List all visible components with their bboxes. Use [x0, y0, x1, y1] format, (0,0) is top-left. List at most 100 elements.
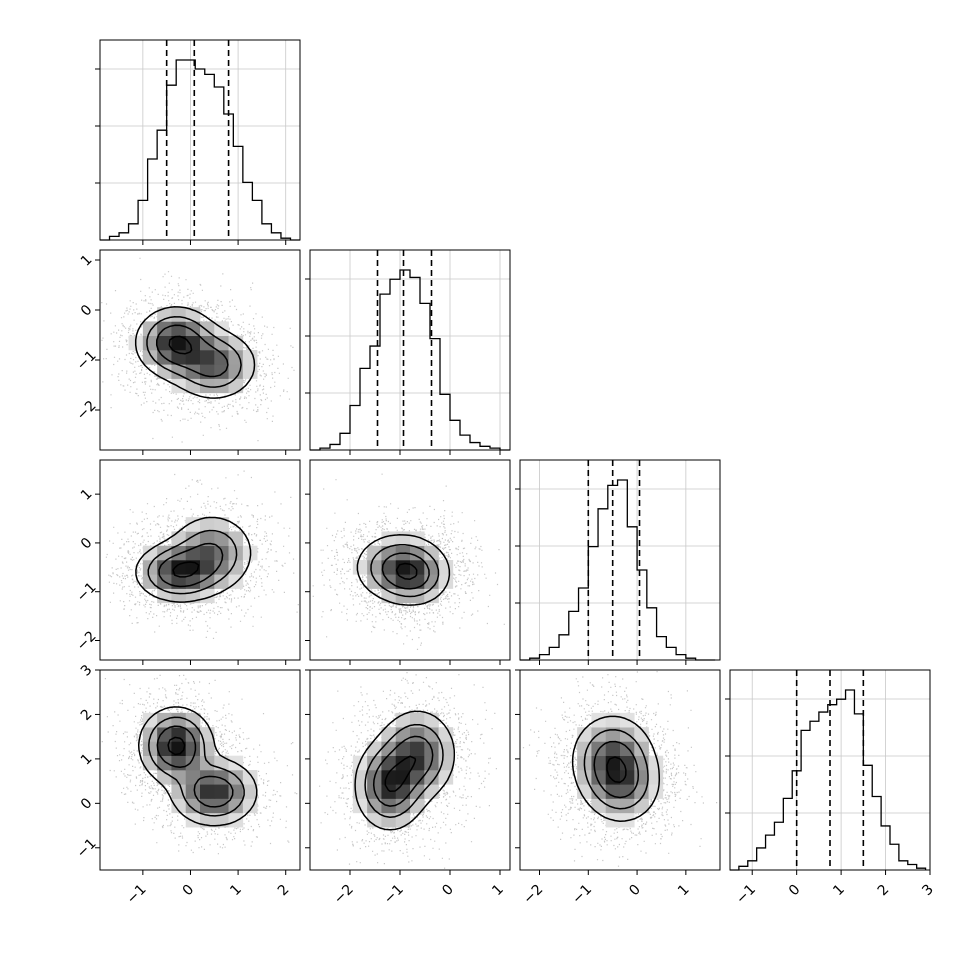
y-tick-label: 1 — [78, 751, 96, 769]
density-cell — [648, 755, 664, 771]
density-cell — [424, 784, 439, 799]
density-cell — [185, 812, 201, 828]
density-cell — [200, 784, 215, 799]
density-panel-2-0: −2 −1 0 1 — [74, 459, 301, 665]
x-tick-label: 0 — [626, 882, 644, 900]
y-tick-label: −2 — [74, 398, 100, 424]
density-cell — [171, 364, 187, 379]
contour-line — [384, 755, 417, 792]
density-cell — [591, 712, 607, 728]
density-cell — [200, 741, 215, 757]
density-cell — [424, 545, 439, 561]
x-tick-label: 1 — [830, 882, 848, 900]
density-panel-2-1 — [305, 459, 511, 665]
density-cell — [185, 770, 201, 785]
density-cell — [605, 798, 621, 814]
density-cell — [171, 321, 187, 337]
panel-frame — [99, 459, 301, 661]
density-cell — [171, 770, 187, 785]
x-tick-label: 2 — [275, 882, 293, 900]
density-cell — [200, 812, 215, 828]
density-cell — [185, 378, 201, 394]
density-cell — [620, 784, 635, 799]
histogram-panel-1 — [305, 249, 511, 455]
contour-line — [372, 735, 434, 807]
density-cell — [185, 364, 201, 379]
contour-line — [172, 561, 200, 578]
y-tick-label: −2 — [74, 628, 100, 654]
density-cell — [577, 770, 592, 785]
y-tick-label: 3 — [78, 662, 96, 680]
density-cell — [185, 712, 201, 728]
density-cell — [185, 784, 201, 799]
x-tick-label: −1 — [733, 882, 759, 908]
x-tick-label: −1 — [381, 882, 407, 908]
density-cell — [395, 812, 411, 828]
density-cell — [200, 560, 215, 575]
density-cell — [410, 574, 425, 589]
density-cell — [200, 531, 215, 547]
panel-frame — [519, 669, 721, 871]
density-cell — [620, 755, 635, 771]
contour-line — [364, 723, 444, 818]
density-cell — [171, 378, 187, 394]
density-cell — [577, 727, 592, 742]
panel-frame — [99, 669, 301, 871]
density-cell — [142, 727, 158, 742]
density-cell — [142, 755, 158, 771]
density-cell — [410, 560, 425, 575]
panel-frame — [99, 39, 301, 241]
contour-line — [156, 725, 234, 808]
panel-frame — [309, 249, 511, 451]
density-cell — [395, 574, 411, 589]
contour-line — [146, 316, 242, 388]
contour-line — [168, 335, 193, 355]
density-cell — [171, 545, 187, 561]
density-cell — [185, 741, 201, 757]
panel-frame — [309, 459, 511, 661]
density-cell — [424, 588, 439, 604]
density-cell — [214, 574, 229, 589]
density-cell — [381, 560, 397, 575]
density-cell — [410, 531, 425, 547]
x-tick-label: 0 — [439, 882, 457, 900]
contour-line — [583, 729, 649, 810]
contour-line — [571, 715, 661, 822]
density-cell — [142, 741, 158, 757]
density-cell — [200, 350, 215, 365]
density-cell — [410, 712, 425, 728]
y-tick-label: 1 — [78, 252, 96, 270]
density-cell — [605, 784, 621, 799]
density-cell — [200, 321, 215, 337]
histogram-step — [310, 269, 510, 451]
histogram-step — [730, 689, 927, 871]
contour-line — [356, 534, 451, 606]
contour-line — [167, 736, 186, 756]
density-cell — [242, 350, 258, 365]
contour-line — [135, 516, 252, 603]
density-cell — [242, 364, 258, 379]
y-tick-label: 2 — [78, 706, 96, 724]
density-cell — [171, 588, 187, 604]
density-cell — [395, 741, 411, 757]
density-cell — [171, 307, 187, 322]
contour-line — [147, 529, 238, 595]
density-cell — [185, 755, 201, 771]
histogram-panel-3: −1 0 1 2 3 — [725, 669, 937, 908]
density-cell — [395, 784, 411, 799]
density-cell — [142, 350, 158, 365]
density-cell — [228, 560, 244, 575]
histogram-panel-0 — [95, 39, 301, 245]
histogram-step — [100, 59, 300, 241]
x-tick-label: −1 — [569, 882, 595, 908]
density-cell — [228, 335, 244, 351]
density-cell — [200, 545, 215, 561]
density-cell — [142, 574, 158, 589]
x-tick-label: 3 — [919, 882, 937, 900]
density-cell — [381, 545, 397, 561]
density-cell — [410, 755, 425, 771]
density-cell — [242, 798, 258, 814]
density-cell — [605, 712, 621, 728]
density-cell — [634, 784, 649, 799]
